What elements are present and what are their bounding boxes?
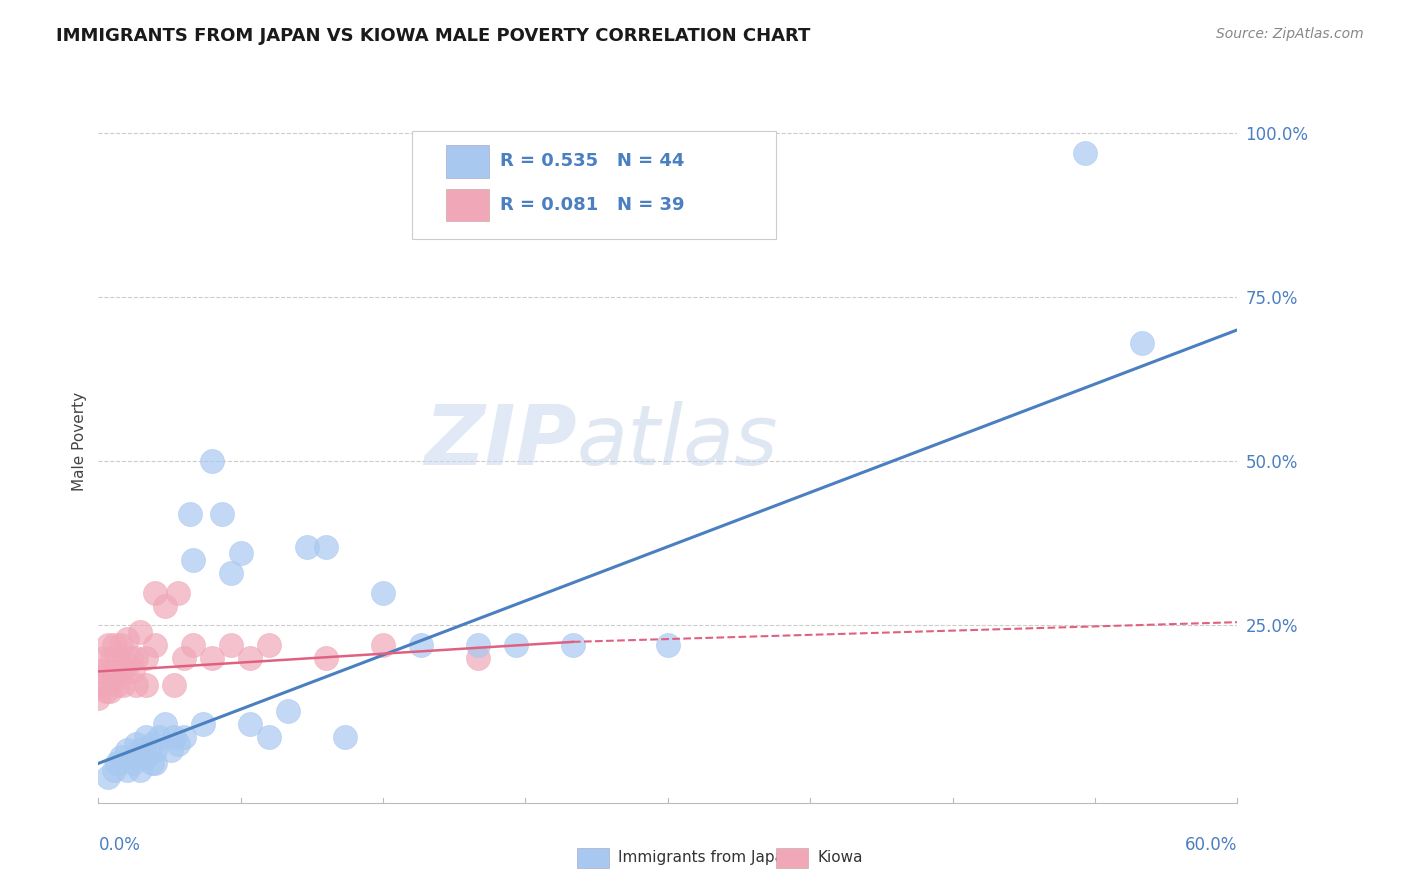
Point xyxy=(163,677,186,691)
Text: 0.0%: 0.0% xyxy=(98,836,141,854)
Point xyxy=(315,540,337,554)
Point xyxy=(229,546,252,560)
Point xyxy=(239,651,262,665)
Point xyxy=(135,749,157,764)
Point xyxy=(183,638,205,652)
Point xyxy=(103,638,125,652)
Point xyxy=(259,638,281,652)
Point xyxy=(335,730,357,744)
Point xyxy=(103,763,125,777)
Point xyxy=(115,657,138,672)
Point xyxy=(153,599,176,613)
Point xyxy=(167,585,190,599)
Point xyxy=(115,763,138,777)
Point xyxy=(110,665,132,679)
Text: 60.0%: 60.0% xyxy=(1185,836,1237,854)
Point xyxy=(371,585,394,599)
Point xyxy=(98,684,121,698)
Point xyxy=(129,743,152,757)
Point xyxy=(191,717,214,731)
Point xyxy=(91,677,114,691)
Point xyxy=(315,651,337,665)
Point xyxy=(107,677,129,691)
Point xyxy=(141,756,163,771)
Point xyxy=(221,638,243,652)
Point xyxy=(467,651,489,665)
Text: R = 0.081   N = 39: R = 0.081 N = 39 xyxy=(501,195,685,213)
Point xyxy=(125,737,148,751)
Point xyxy=(1074,145,1097,160)
FancyBboxPatch shape xyxy=(446,145,489,178)
Point xyxy=(201,454,224,468)
Point xyxy=(259,730,281,744)
Point xyxy=(467,638,489,652)
Point xyxy=(129,763,152,777)
Point xyxy=(141,737,163,751)
Point xyxy=(148,730,170,744)
Y-axis label: Male Poverty: Male Poverty xyxy=(72,392,87,491)
Point xyxy=(125,749,148,764)
Point xyxy=(97,665,120,679)
Text: Source: ZipAtlas.com: Source: ZipAtlas.com xyxy=(1216,27,1364,41)
Point xyxy=(125,651,148,665)
Text: IMMIGRANTS FROM JAPAN VS KIOWA MALE POVERTY CORRELATION CHART: IMMIGRANTS FROM JAPAN VS KIOWA MALE POVE… xyxy=(56,27,811,45)
Point xyxy=(505,638,527,652)
Point xyxy=(115,743,138,757)
Point xyxy=(94,684,117,698)
Text: R = 0.535   N = 44: R = 0.535 N = 44 xyxy=(501,153,685,170)
Point xyxy=(107,756,129,771)
Point xyxy=(277,704,299,718)
Point xyxy=(100,651,122,665)
Point xyxy=(211,507,233,521)
Point xyxy=(129,625,152,640)
Text: Immigrants from Japan: Immigrants from Japan xyxy=(617,850,793,865)
Text: Kiowa: Kiowa xyxy=(817,850,862,865)
Point xyxy=(411,638,433,652)
Point xyxy=(239,717,262,731)
Point xyxy=(657,638,679,652)
Point xyxy=(145,756,167,771)
FancyBboxPatch shape xyxy=(576,847,609,868)
Point xyxy=(87,665,110,679)
Point xyxy=(97,638,120,652)
Point xyxy=(183,553,205,567)
Point xyxy=(201,651,224,665)
Point xyxy=(97,770,120,784)
Point xyxy=(121,665,143,679)
Point xyxy=(159,743,181,757)
Point xyxy=(112,677,135,691)
Point xyxy=(135,651,157,665)
Point xyxy=(153,717,176,731)
FancyBboxPatch shape xyxy=(412,131,776,239)
Point xyxy=(107,651,129,665)
FancyBboxPatch shape xyxy=(776,847,808,868)
Point xyxy=(145,743,167,757)
Point xyxy=(87,690,110,705)
Text: ZIP: ZIP xyxy=(425,401,576,482)
Point xyxy=(135,730,157,744)
Point xyxy=(145,585,167,599)
Point xyxy=(120,651,142,665)
Point xyxy=(167,737,190,751)
Point xyxy=(163,730,186,744)
Point xyxy=(221,566,243,580)
Point xyxy=(93,651,115,665)
Point xyxy=(371,638,394,652)
Point xyxy=(1132,336,1154,351)
Point xyxy=(145,638,167,652)
Point xyxy=(115,632,138,646)
Text: atlas: atlas xyxy=(576,401,779,482)
Point xyxy=(562,638,585,652)
Point xyxy=(179,507,201,521)
Point xyxy=(125,677,148,691)
Point xyxy=(297,540,319,554)
Point xyxy=(135,677,157,691)
Point xyxy=(121,756,143,771)
Point xyxy=(103,671,125,685)
Point xyxy=(110,638,132,652)
Point xyxy=(110,749,132,764)
Point xyxy=(173,730,195,744)
FancyBboxPatch shape xyxy=(446,188,489,221)
Point xyxy=(173,651,195,665)
